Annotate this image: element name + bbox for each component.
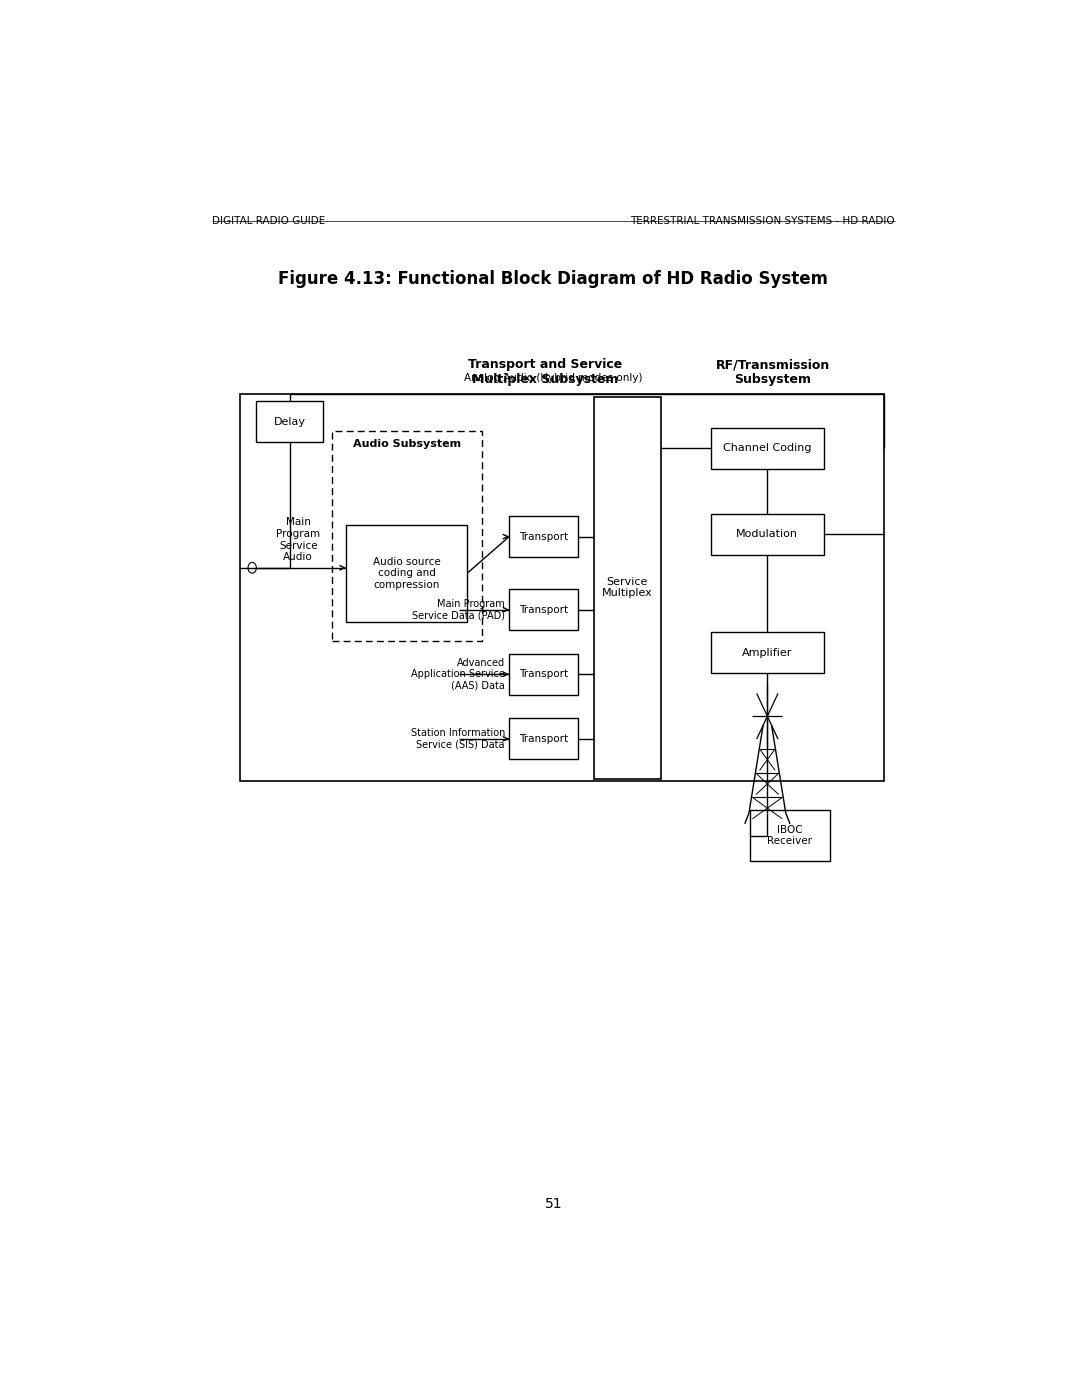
- Text: Station Information
Service (SIS) Data: Station Information Service (SIS) Data: [410, 728, 505, 750]
- Bar: [256, 401, 323, 441]
- Text: Delay: Delay: [274, 416, 306, 426]
- Text: Service
Multiplex: Service Multiplex: [602, 577, 652, 598]
- Text: Channel Coding: Channel Coding: [724, 443, 811, 454]
- Bar: [509, 718, 578, 760]
- Bar: [332, 432, 483, 641]
- Text: Figure 4.13: Functional Block Diagram of HD Radio System: Figure 4.13: Functional Block Diagram of…: [279, 270, 828, 288]
- Text: TERRESTRIAL TRANSMISSION SYSTEMS - HD RADIO: TERRESTRIAL TRANSMISSION SYSTEMS - HD RA…: [631, 217, 895, 226]
- Text: Transport: Transport: [518, 669, 568, 679]
- Text: Main Program
Service Data (PAD): Main Program Service Data (PAD): [411, 599, 505, 620]
- Text: Analog Audio (Hybrid modes only): Analog Audio (Hybrid modes only): [464, 373, 643, 383]
- Bar: [711, 427, 824, 469]
- Text: RF/Transmission
Subsystem: RF/Transmission Subsystem: [716, 358, 829, 386]
- Bar: [751, 810, 829, 862]
- Bar: [509, 515, 578, 557]
- Text: Transport: Transport: [518, 605, 568, 615]
- Text: Transport: Transport: [518, 532, 568, 542]
- Text: Audio source
coding and
compression: Audio source coding and compression: [373, 556, 441, 590]
- Bar: [711, 514, 824, 555]
- Text: DIGITAL RADIO GUIDE: DIGITAL RADIO GUIDE: [212, 217, 325, 226]
- Text: Amplifier: Amplifier: [742, 648, 793, 658]
- Text: Transport and Service
Multiplex Subsystem: Transport and Service Multiplex Subsyste…: [468, 358, 622, 386]
- Bar: [711, 633, 824, 673]
- Text: Modulation: Modulation: [737, 529, 798, 539]
- Text: Transport: Transport: [518, 733, 568, 743]
- Bar: [594, 397, 661, 778]
- Text: Main
Program
Service
Audio: Main Program Service Audio: [276, 517, 321, 562]
- Text: Audio Subsystem: Audio Subsystem: [353, 439, 461, 448]
- Bar: [240, 394, 885, 781]
- Text: 51: 51: [544, 1197, 563, 1211]
- Bar: [509, 590, 578, 630]
- Text: Advanced
Application Service
(AAS) Data: Advanced Application Service (AAS) Data: [411, 658, 505, 692]
- Bar: [346, 525, 468, 622]
- Bar: [509, 654, 578, 694]
- Text: IBOC
Receiver: IBOC Receiver: [768, 824, 812, 847]
